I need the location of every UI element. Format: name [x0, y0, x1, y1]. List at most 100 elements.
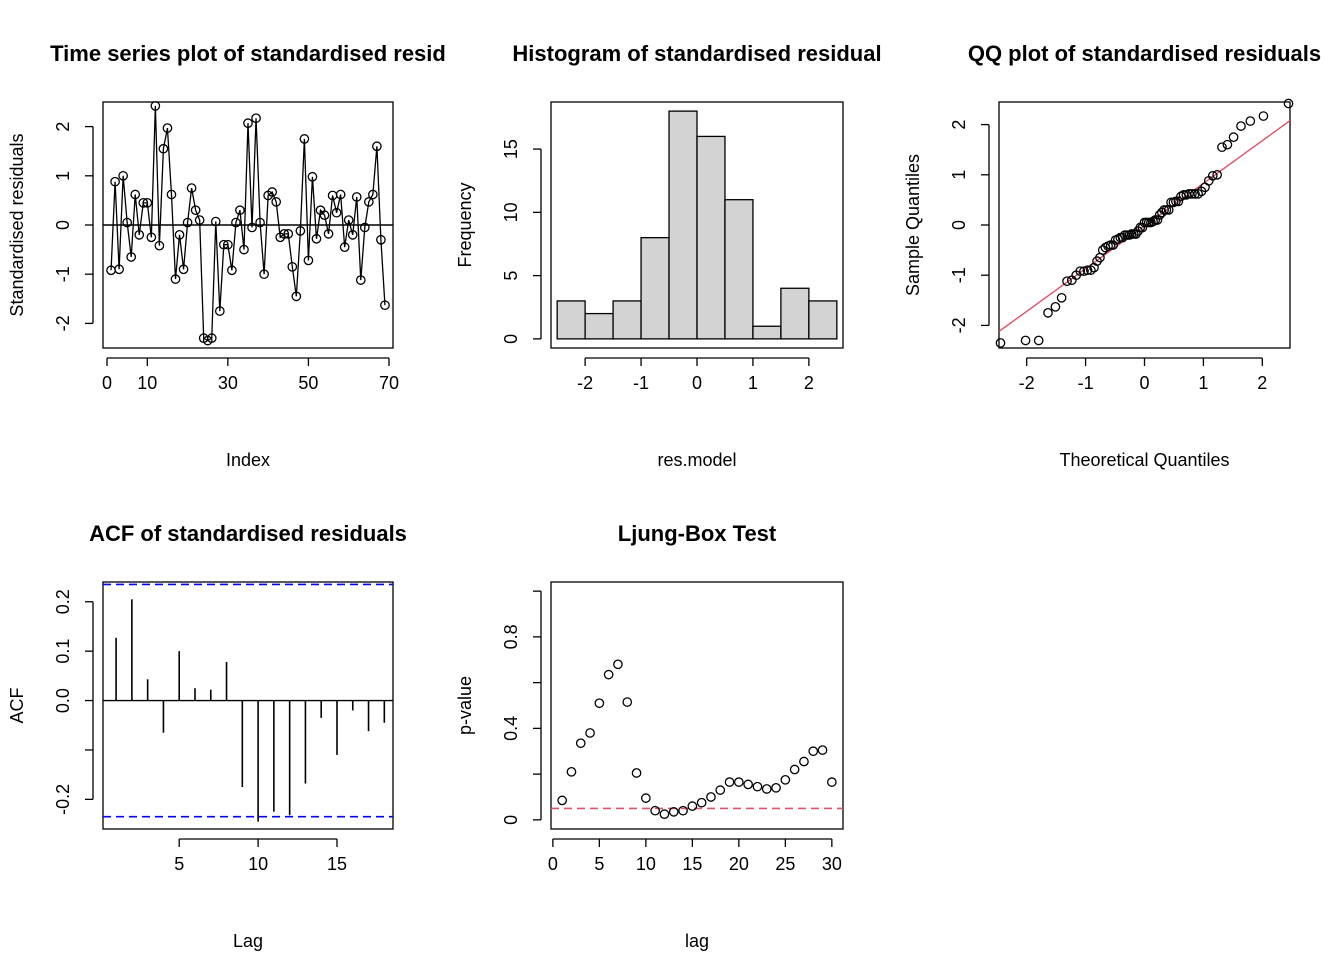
- data-point: [223, 239, 233, 250]
- p-value-point: [603, 669, 614, 680]
- y-tick-label: 0.4: [501, 716, 521, 741]
- qq-point: [1258, 111, 1269, 121]
- p-value-point: [761, 784, 772, 794]
- data-point: [351, 192, 362, 202]
- qq-point: [1131, 229, 1141, 239]
- x-tick-label: 5: [174, 854, 184, 874]
- x-tick-label: 15: [682, 854, 702, 874]
- x-axis-label: lag: [685, 931, 709, 951]
- y-tick-label: 0.2: [53, 589, 73, 614]
- plot-frame: [102, 581, 394, 830]
- x-tick-label: 1: [748, 373, 758, 393]
- qq-point: [1020, 335, 1031, 346]
- data-point: [243, 118, 253, 129]
- p-value-point: [631, 768, 642, 778]
- p-value-point: [613, 659, 623, 670]
- p-value-point: [743, 779, 753, 790]
- histogram-bar: [668, 110, 698, 340]
- y-tick-label: 15: [501, 139, 521, 159]
- qq-point: [1283, 98, 1294, 109]
- data-point: [142, 198, 153, 208]
- qq-point: [1108, 240, 1118, 250]
- x-tick-label: 1: [1198, 373, 1208, 393]
- histogram-bar: [556, 300, 586, 340]
- data-point: [343, 215, 354, 225]
- histogram-bar: [752, 325, 782, 340]
- qq-point: [1222, 139, 1233, 150]
- qq-point: [1207, 170, 1218, 181]
- data-point: [182, 217, 193, 228]
- qq-point: [1245, 116, 1256, 126]
- qq-point: [1082, 265, 1093, 276]
- data-point: [380, 300, 390, 311]
- y-tick-label: 2: [53, 122, 73, 132]
- data-point: [323, 229, 334, 239]
- x-axis-label: Index: [226, 450, 270, 470]
- x-tick-label: 0: [1139, 373, 1149, 393]
- y-tick-label: 5: [501, 271, 521, 281]
- qq-point: [995, 338, 1006, 348]
- data-point: [359, 222, 370, 233]
- data-point: [138, 198, 149, 208]
- data-point: [368, 189, 378, 200]
- series-line: [110, 105, 386, 342]
- x-tick-label: 10: [137, 373, 157, 393]
- data-point: [170, 274, 181, 284]
- data-point: [319, 210, 330, 221]
- data-point: [214, 306, 225, 316]
- data-point: [372, 141, 382, 152]
- qq-point: [1085, 265, 1096, 276]
- data-point: [146, 232, 157, 243]
- data-point: [194, 215, 205, 225]
- p-value-point: [678, 805, 688, 816]
- data-point: [307, 171, 318, 182]
- data-point: [174, 229, 185, 240]
- y-axis-label: Sample Quantiles: [903, 154, 923, 296]
- y-axis-label: Frequency: [455, 182, 475, 267]
- y-tick-label: 1: [949, 170, 969, 180]
- p-value-point: [659, 809, 670, 819]
- data-point: [190, 205, 201, 216]
- data-point: [158, 143, 169, 154]
- data-point: [150, 101, 161, 111]
- x-tick-label: 30: [822, 854, 842, 874]
- data-point: [247, 222, 257, 233]
- data-point: [206, 333, 217, 344]
- p-value-point: [650, 805, 661, 816]
- x-tick-label: 5: [594, 854, 604, 874]
- p-value-point: [557, 795, 568, 806]
- data-point: [126, 252, 137, 262]
- qq-point: [1173, 196, 1184, 207]
- y-tick-label: -0.2: [53, 784, 73, 815]
- data-point: [363, 197, 374, 207]
- histogram-bar: [584, 312, 614, 340]
- data-point: [114, 264, 124, 275]
- data-point: [110, 176, 120, 187]
- x-tick-label: 0: [548, 854, 558, 874]
- p-value-point: [706, 792, 716, 802]
- x-tick-label: -1: [1078, 373, 1094, 393]
- y-axis-label: Standardised residuals: [7, 133, 27, 316]
- histogram-bar: [780, 287, 810, 340]
- data-point: [303, 255, 314, 266]
- x-axis-label: Lag: [233, 931, 263, 951]
- data-point: [255, 217, 265, 228]
- qq-point: [1171, 196, 1181, 207]
- plot-frame: [550, 101, 844, 349]
- qq-point: [1190, 189, 1200, 199]
- x-tick-label: 0: [102, 373, 112, 393]
- p-value-point: [724, 777, 735, 787]
- y-tick-label: 1: [53, 171, 73, 181]
- data-point: [162, 123, 173, 133]
- p-value-point: [585, 728, 595, 738]
- histogram-bar: [808, 300, 838, 340]
- p-value-point: [780, 774, 791, 785]
- data-point: [227, 265, 237, 276]
- data-point: [299, 134, 310, 144]
- chart-title: Ljung-Box Test: [618, 521, 777, 546]
- p-value-point: [715, 785, 726, 795]
- qq-point: [1075, 266, 1086, 277]
- qq-point: [1236, 121, 1246, 131]
- data-point: [311, 233, 322, 244]
- histogram-bar: [724, 199, 754, 340]
